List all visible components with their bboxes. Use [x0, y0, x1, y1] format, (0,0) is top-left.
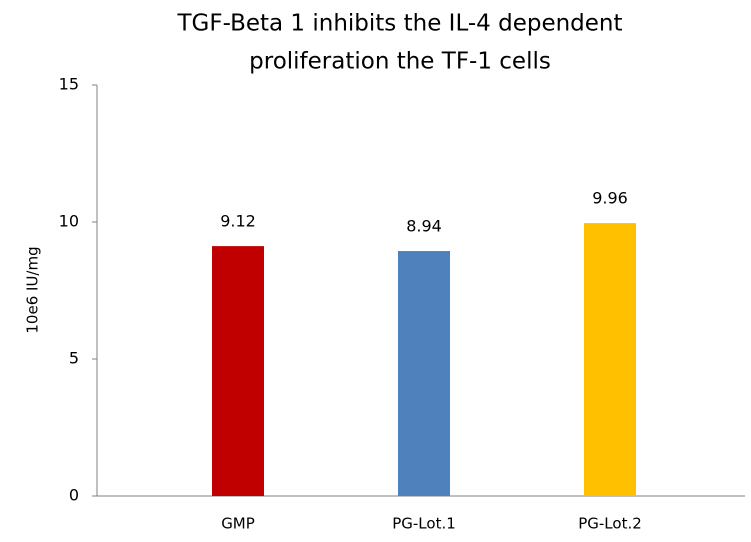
data-label: 9.12	[220, 212, 256, 231]
y-tick-label: 5	[69, 349, 79, 368]
data-label: 8.94	[406, 217, 442, 236]
y-tick-label: 0	[69, 486, 79, 505]
chart-title: TGF-Beta 1 inhibits the IL-4 dependent	[176, 11, 622, 37]
x-tick-label: PG-Lot.2	[578, 515, 642, 533]
bar	[584, 223, 636, 496]
data-label: 9.96	[592, 189, 628, 208]
bar	[212, 246, 264, 496]
x-tick-label: PG-Lot.1	[392, 515, 456, 533]
x-tick-label: GMP	[221, 515, 255, 533]
y-tick-label: 10	[59, 212, 79, 231]
y-tick-label: 15	[59, 75, 79, 94]
bar	[398, 251, 450, 496]
chart-title: proliferation the TF-1 cells	[249, 49, 551, 75]
y-axis-label: 10e6 IU/mg	[24, 246, 42, 333]
